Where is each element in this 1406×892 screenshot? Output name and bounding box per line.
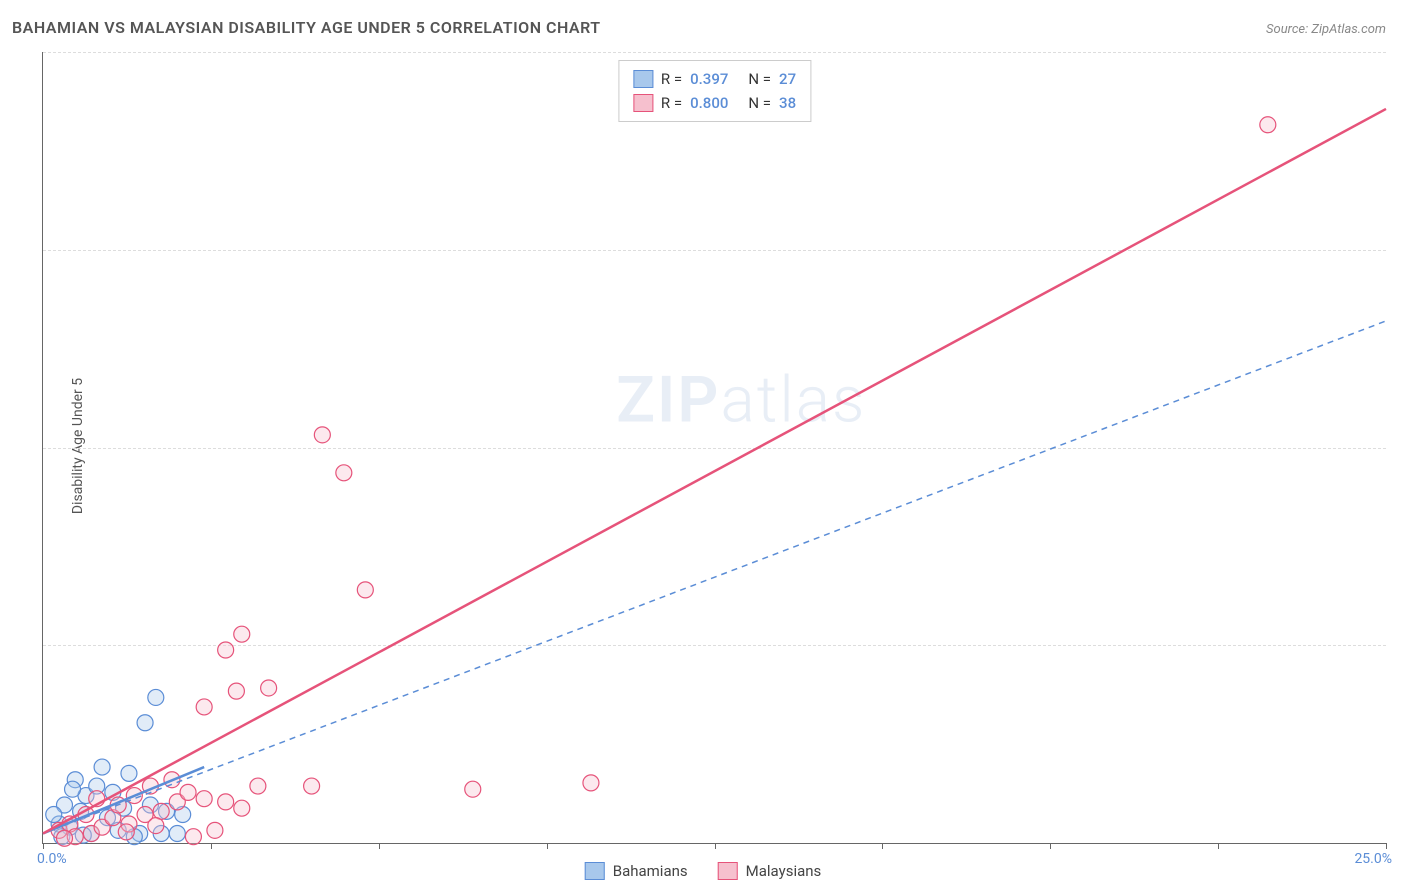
scatter-svg — [43, 52, 1386, 843]
x-tick — [1218, 843, 1219, 849]
x-tick — [1050, 843, 1051, 849]
chart-plot-area: ZIPatlas 6.3% 12.5% 18.8% 25.0% 0.0% 25.… — [42, 52, 1386, 844]
legend-item-malaysians: Malaysians — [718, 862, 822, 880]
x-tick — [882, 843, 883, 849]
x-tick — [1386, 843, 1387, 849]
chart-title: BAHAMIAN VS MALAYSIAN DISABILITY AGE UND… — [12, 18, 601, 37]
x-tick-label-max: 25.0% — [1354, 851, 1392, 867]
series-legend: Bahamians Malaysians — [585, 862, 822, 880]
swatch-bahamians-icon — [585, 862, 605, 880]
x-tick — [43, 843, 44, 849]
legend-item-bahamians: Bahamians — [585, 862, 688, 880]
x-tick — [211, 843, 212, 849]
x-tick — [715, 843, 716, 849]
x-tick-label-min: 0.0% — [37, 851, 67, 867]
swatch-malaysians-icon — [718, 862, 738, 880]
source-attribution: Source: ZipAtlas.com — [1266, 22, 1386, 37]
legend-label-malaysians: Malaysians — [746, 862, 822, 880]
x-tick — [379, 843, 380, 849]
legend-label-bahamians: Bahamians — [613, 862, 688, 880]
x-tick — [547, 843, 548, 849]
